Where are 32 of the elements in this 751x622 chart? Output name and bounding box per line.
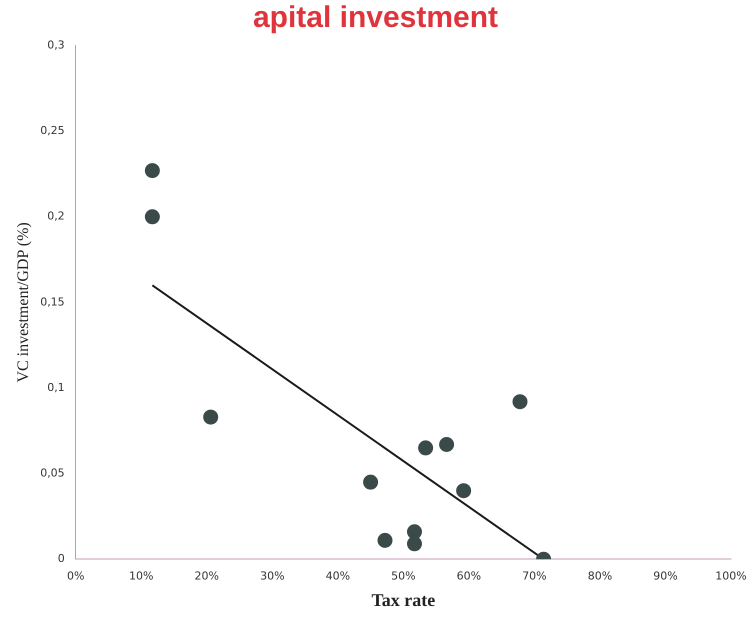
point	[512, 394, 528, 410]
x-tick-label: 40%	[326, 570, 350, 583]
x-tick-label: 70%	[522, 570, 547, 583]
y-tick-label: 0,25	[40, 124, 65, 138]
point	[406, 524, 422, 540]
y-tick-label: 0,3	[47, 38, 65, 52]
point	[144, 209, 160, 224]
x-tick-label: 0%	[66, 570, 84, 583]
point	[456, 483, 472, 498]
y-tick-label: 0	[58, 552, 65, 566]
x-tick-label: 100%	[715, 570, 747, 583]
x-tick-label: 60%	[456, 570, 482, 583]
x-axis-title: Tax rate	[371, 590, 436, 610]
x-tick-label: 30%	[260, 570, 285, 583]
y-axis-title: VC investment/GDP (%)	[14, 222, 32, 383]
y-tick-label: 0,1	[47, 380, 65, 394]
point	[439, 436, 454, 452]
point	[363, 474, 378, 490]
point	[418, 440, 434, 456]
x-tick-label: 10%	[128, 570, 154, 583]
x-tick-label: 80%	[588, 570, 612, 583]
x-tick-label: 20%	[194, 570, 219, 583]
x-tick-label: 90%	[653, 570, 678, 583]
y-tick-label: 0,05	[40, 466, 65, 480]
point	[406, 536, 422, 552]
chart-title: apital investment	[252, 0, 500, 36]
x-tick-label: 50%	[391, 570, 416, 583]
y-tick-label: 0,15	[40, 295, 65, 308]
point	[378, 532, 392, 548]
point	[203, 410, 218, 425]
y-tick-label: 0,2	[47, 210, 65, 223]
point	[144, 163, 160, 178]
